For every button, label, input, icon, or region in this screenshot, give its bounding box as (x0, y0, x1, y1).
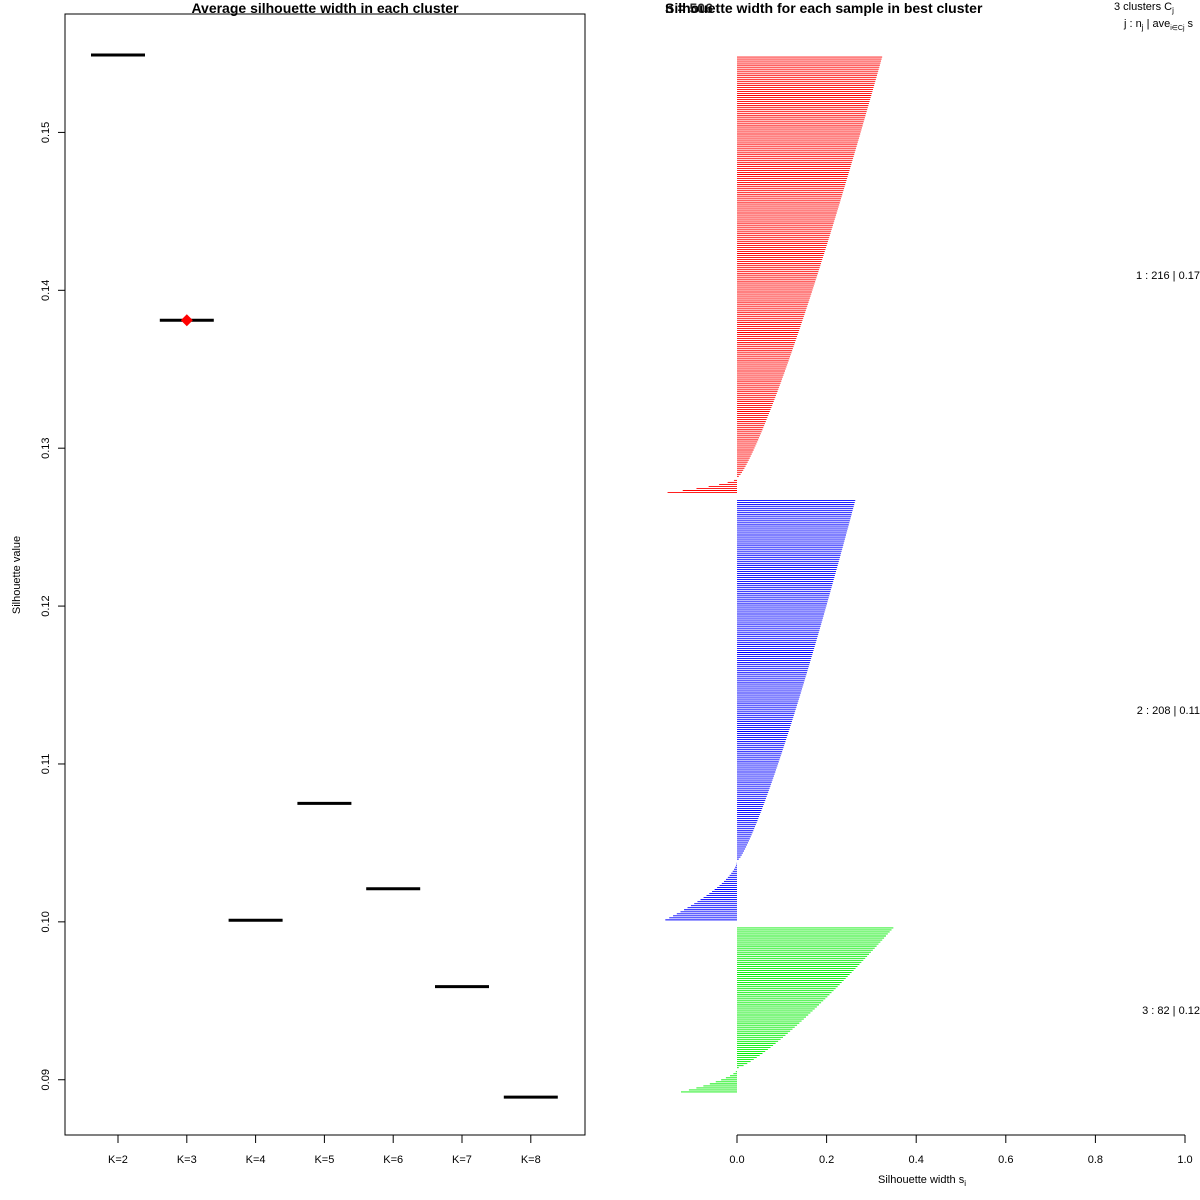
left-plot-frame (64, 13, 586, 1136)
left-x-tick-label: K=3 (177, 1154, 197, 1166)
right-chart-overlap-title: n = 506 (665, 0, 713, 16)
left-marks (91, 53, 558, 1099)
left-x-tick-label: K=5 (314, 1154, 334, 1166)
cluster-1-bars (667, 56, 883, 493)
left-y-axis-label: Silhouette value (11, 536, 23, 614)
left-x-tick-label: K=7 (452, 1154, 472, 1166)
left-y-tick-label: 0.14 (40, 280, 52, 301)
left-y-tick-label: 0.12 (40, 595, 52, 616)
right-bars (665, 56, 894, 1093)
right-x-axis: 0.0 0.2 0.4 0.6 0.8 1.0 (729, 1134, 1193, 1166)
left-x-tick-label: K=4 (246, 1154, 266, 1166)
cluster-label-2: 2 : 208 | 0.11 (1137, 705, 1200, 717)
legend-header-line2: j : nj | avei∈Cj s (1123, 18, 1194, 32)
right-x-tick-label: 0.0 (729, 1154, 744, 1166)
left-y-tick-label: 0.09 (40, 1069, 52, 1090)
best-k-marker (180, 314, 193, 327)
left-x-tick-label: K=6 (383, 1154, 403, 1166)
right-chart-title: Silhouette width for each sample in best… (665, 0, 983, 16)
left-chart-title: Average silhouette width in each cluster (191, 0, 459, 16)
right-x-tick-label: 1.0 (1177, 1154, 1192, 1166)
left-y-tick-label: 0.11 (40, 754, 52, 775)
cluster-label-1: 1 : 216 | 0.17 (1136, 270, 1200, 282)
right-panel: n = 506 Silhouette width for each sample… (665, 0, 1200, 1188)
cluster-2-bars (665, 500, 856, 921)
left-panel: Average silhouette width in each cluster… (11, 0, 586, 1166)
left-y-tick-label: 0.10 (40, 911, 52, 932)
cluster-labels: 1 : 216 | 0.17 2 : 208 | 0.11 3 : 82 | 0.1… (1136, 270, 1200, 1017)
left-x-axis: K=2 K=3 K=4 K=5 K=6 K=7 K=8 (108, 1134, 541, 1166)
right-x-axis-label: Silhouette width si (878, 1174, 966, 1188)
legend-header-line1: 3 clusters Cj (1114, 1, 1174, 15)
right-x-tick-label: 0.6 (998, 1154, 1013, 1166)
right-x-tick-label: 0.2 (819, 1154, 834, 1166)
legend-header: 3 clusters Cj j : nj | avei∈Cj s (1114, 1, 1194, 32)
right-x-tick-label: 0.4 (909, 1154, 924, 1166)
cluster-label-3: 3 : 82 | 0.12 (1142, 1005, 1200, 1017)
left-x-tick-label: K=8 (521, 1154, 541, 1166)
left-x-tick-label: K=2 (108, 1154, 128, 1166)
left-y-axis: 0.09 0.10 0.11 0.12 0.13 0.14 0.15 (40, 122, 66, 1090)
right-x-tick-label: 0.8 (1088, 1154, 1103, 1166)
left-y-tick-label: 0.15 (40, 122, 52, 143)
left-y-tick-label: 0.13 (40, 437, 52, 458)
cluster-3-bars (681, 927, 894, 1093)
